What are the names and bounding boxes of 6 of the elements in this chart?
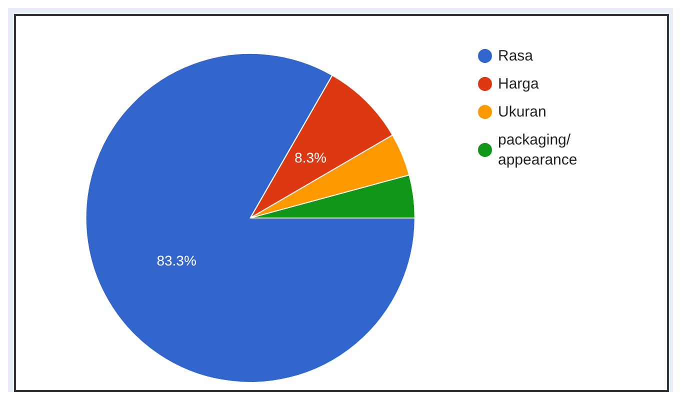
legend-label: packaging/ appearance bbox=[498, 132, 578, 168]
data-label: 83.3% bbox=[156, 252, 196, 269]
legend-label: Ukuran bbox=[498, 104, 546, 120]
legend-label: Rasa bbox=[498, 48, 534, 64]
legend-label: Harga bbox=[498, 76, 540, 92]
data-label: 8.3% bbox=[294, 149, 326, 166]
